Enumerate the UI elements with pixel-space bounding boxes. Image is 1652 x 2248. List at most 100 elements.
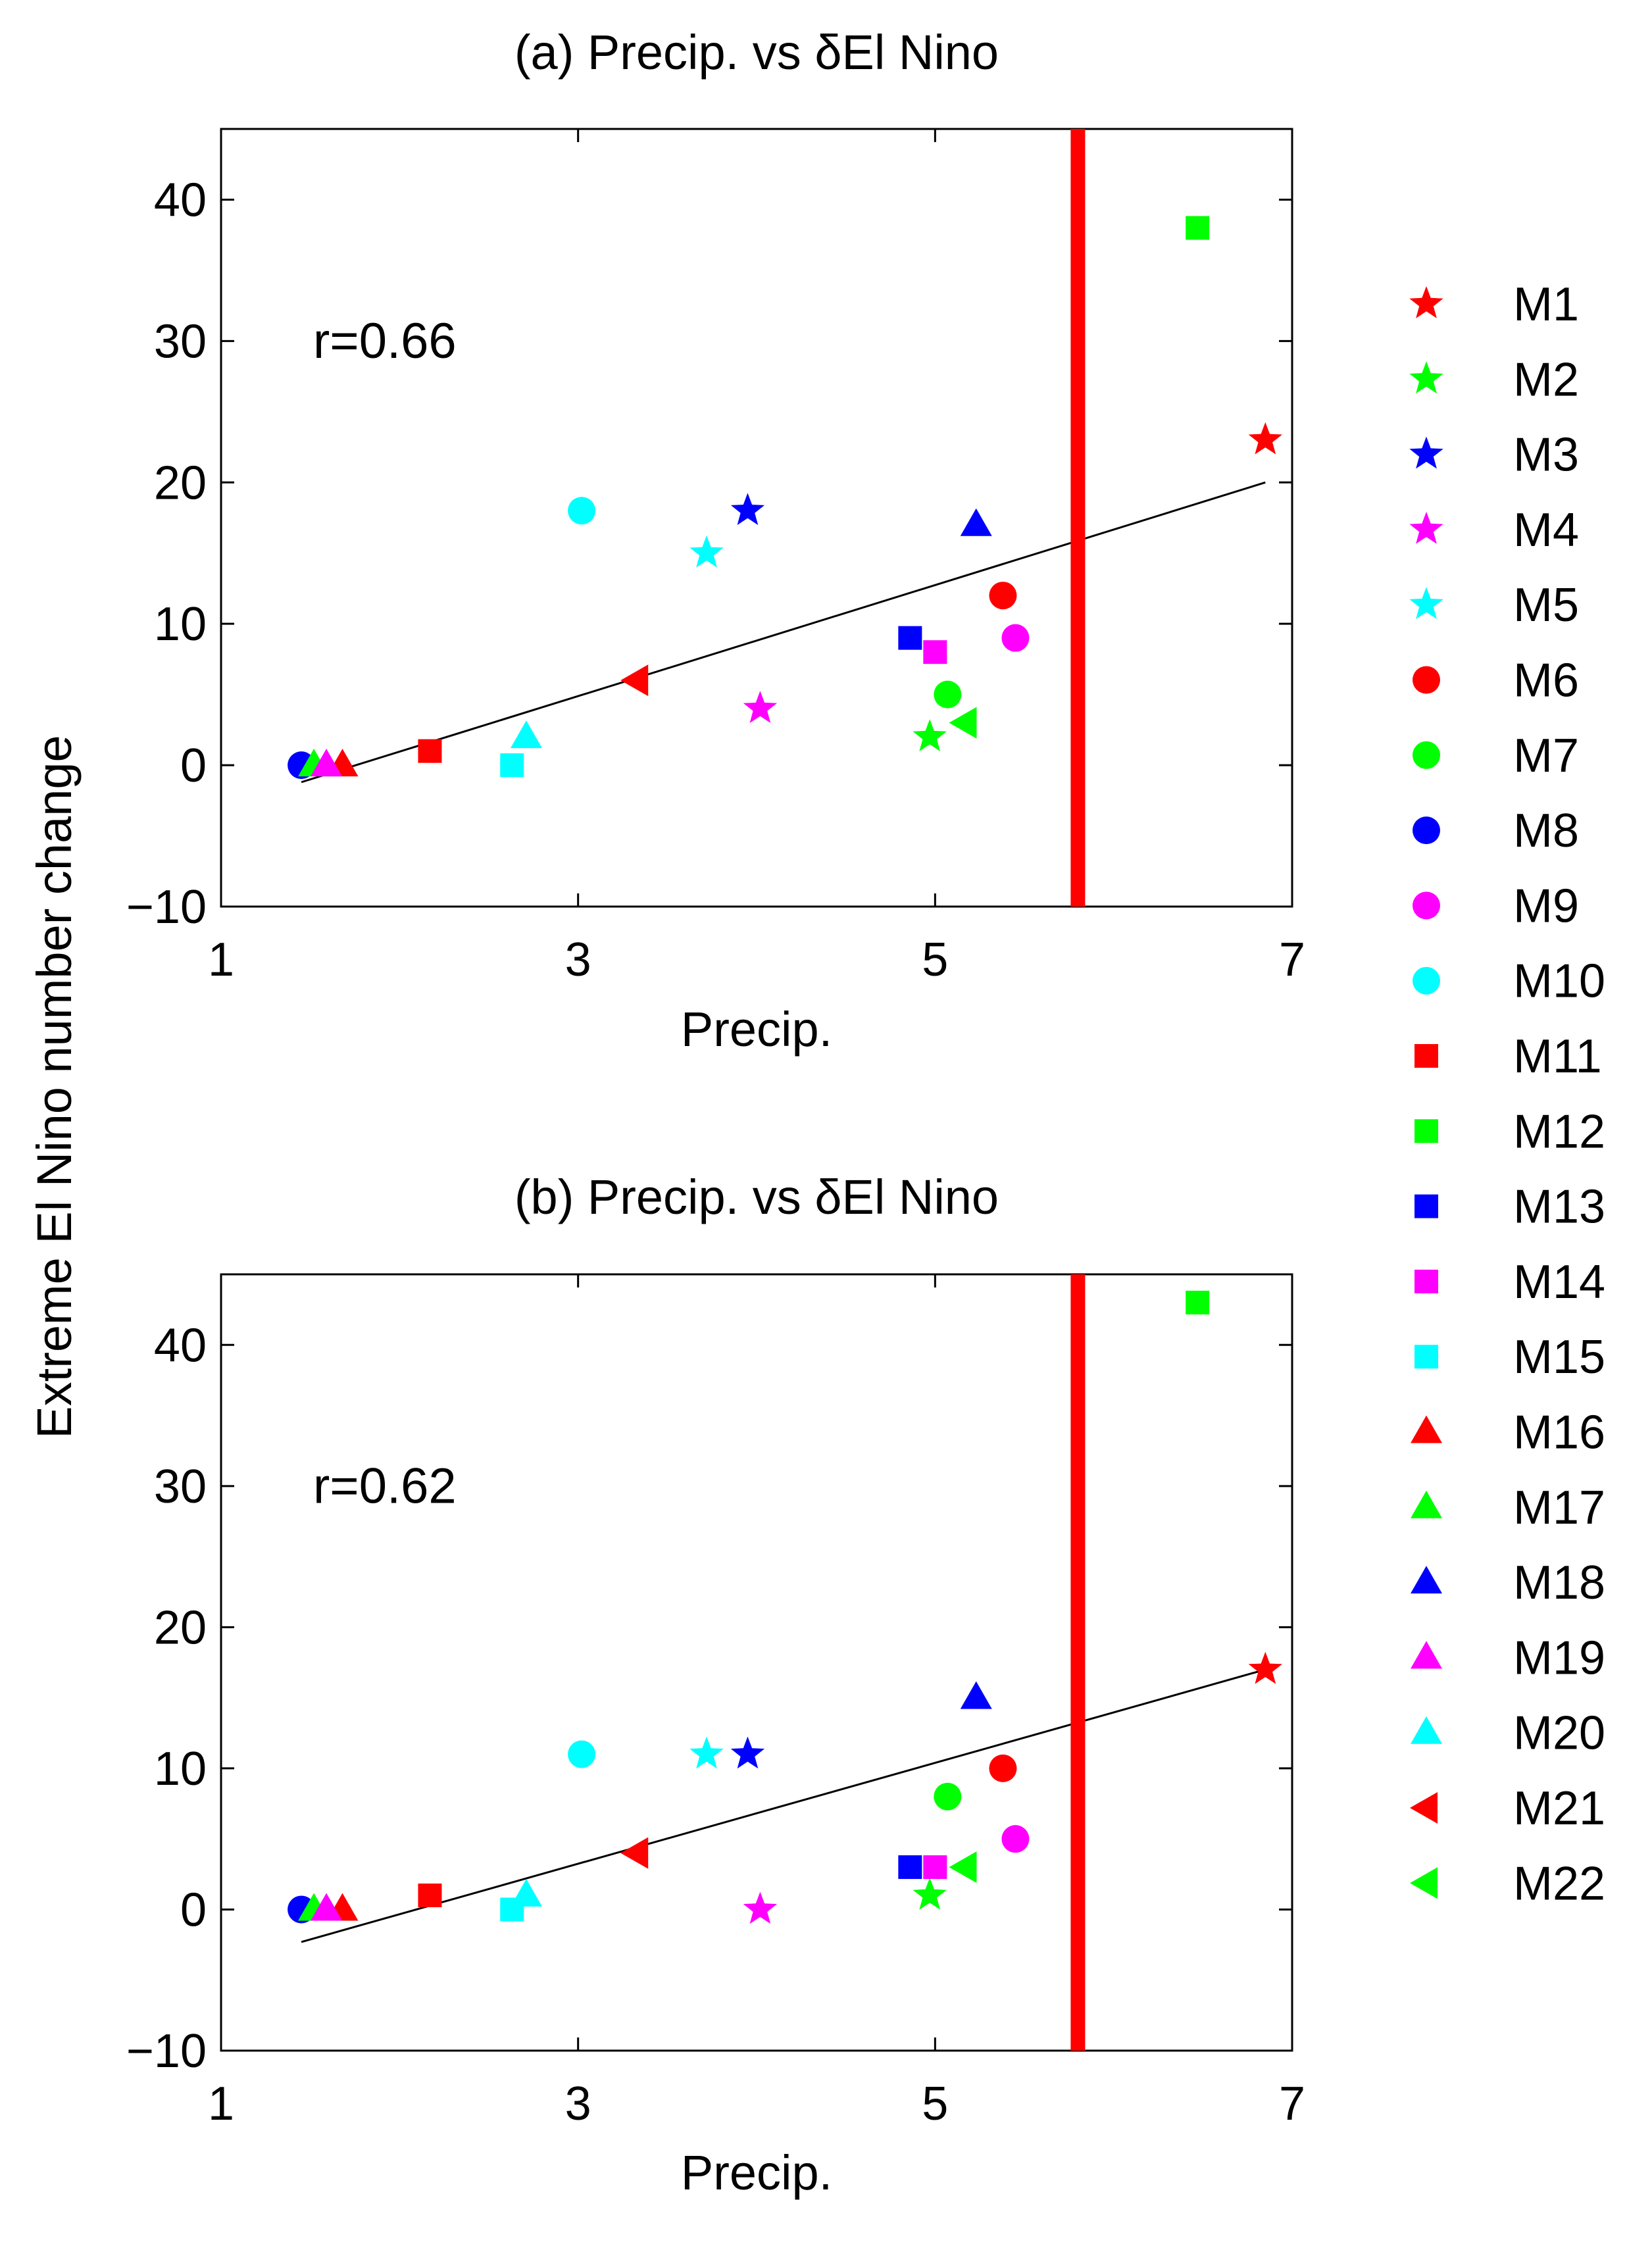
x-axis-label: Precip. [681, 1002, 832, 1057]
legend-marker-triangle-up [1411, 1641, 1442, 1669]
x-tick-label: 3 [565, 934, 591, 986]
point-m13 [898, 626, 922, 650]
point-m7 [934, 680, 962, 709]
legend-label: M16 [1513, 1407, 1605, 1459]
point-m22 [949, 707, 977, 739]
point-m11 [418, 1884, 442, 1907]
point-m22 [949, 1851, 977, 1884]
y-tick-label: 10 [154, 1743, 207, 1795]
point-m5 [689, 1736, 724, 1769]
legend-item-m3: M3 [1409, 429, 1579, 482]
point-m10 [568, 497, 596, 525]
point-m13 [898, 1855, 922, 1880]
y-tick-label: 40 [154, 1319, 207, 1372]
point-m2 [913, 719, 947, 751]
point-m20 [510, 720, 542, 749]
point-m19 [311, 1893, 343, 1921]
legend-label: M8 [1513, 805, 1579, 857]
legend-label: M21 [1513, 1782, 1605, 1835]
x-tick-label: 1 [208, 934, 234, 986]
legend-label: M4 [1513, 504, 1579, 557]
x-tick-label: 3 [565, 2078, 591, 2130]
y-tick-label: 0 [180, 1884, 207, 1936]
correlation-annotation: r=0.66 [313, 313, 457, 369]
point-m7 [934, 1782, 962, 1811]
legend-label: M12 [1513, 1105, 1605, 1158]
legend-label: M19 [1513, 1632, 1605, 1684]
legend-label: M14 [1513, 1256, 1605, 1309]
legend-label: M5 [1513, 579, 1579, 632]
correlation-annotation: r=0.62 [313, 1459, 457, 1514]
point-m1 [1248, 422, 1282, 455]
point-m18 [960, 1681, 992, 1709]
legend-label: M9 [1513, 880, 1579, 932]
legend-item-m9: M9 [1413, 880, 1579, 932]
y-tick-label: −10 [126, 2025, 207, 2078]
legend-marker-square [1414, 1044, 1438, 1068]
point-m5 [689, 535, 724, 568]
legend-item-m14: M14 [1414, 1256, 1605, 1309]
y-tick-label: 30 [154, 315, 207, 368]
point-m18 [960, 508, 992, 536]
legend-item-m18: M18 [1411, 1557, 1605, 1609]
point-m3 [730, 493, 765, 526]
legend-label: M3 [1513, 429, 1579, 482]
legend: M1 M2 M3 M4 M5 M6 M7 M8 M9 M10 M11 M12 M13 M14 M15 M16 M… [1409, 278, 1605, 1910]
legend-item-m15: M15 [1414, 1331, 1605, 1384]
legend-item-m21: M21 [1410, 1782, 1605, 1835]
legend-marker-circle [1413, 891, 1440, 920]
point-m12 [1186, 1290, 1210, 1314]
legend-item-m16: M16 [1411, 1407, 1605, 1459]
legend-label: M6 [1513, 655, 1579, 707]
y-tick-label: 20 [154, 1601, 207, 1654]
legend-marker-triangle-up [1411, 1490, 1442, 1518]
legend-marker-triangle-up [1411, 1566, 1442, 1594]
x-tick-label: 7 [1279, 2078, 1305, 2130]
point-m12 [1186, 216, 1210, 240]
legend-item-m2: M2 [1409, 353, 1579, 406]
point-m3 [730, 1736, 765, 1769]
legend-marker-circle [1413, 666, 1440, 694]
legend-item-m13: M13 [1414, 1181, 1605, 1234]
legend-label: M13 [1513, 1181, 1605, 1234]
legend-item-m10: M10 [1413, 955, 1605, 1008]
point-m20 [510, 1879, 542, 1907]
legend-marker-triangle-left [1410, 1867, 1438, 1899]
legend-marker-star [1409, 587, 1443, 619]
y-tick-label: 20 [154, 457, 207, 509]
point-m9 [1001, 624, 1030, 652]
point-m2 [913, 1878, 947, 1910]
point-m10 [568, 1740, 596, 1768]
legend-marker-circle [1413, 741, 1440, 769]
legend-item-m22: M22 [1410, 1857, 1605, 1910]
chart-title: (b) Precip. vs δEl Nino [514, 1170, 999, 1224]
chart-title: (a) Precip. vs δEl Nino [514, 25, 999, 80]
legend-marker-circle [1413, 966, 1440, 995]
point-m4 [743, 1891, 778, 1924]
legend-label: M15 [1513, 1331, 1605, 1384]
legend-marker-circle [1413, 816, 1440, 845]
legend-item-m12: M12 [1414, 1105, 1605, 1158]
plot-area [220, 128, 1293, 908]
legend-marker-triangle-up [1411, 1716, 1442, 1744]
point-m6 [989, 1754, 1017, 1782]
legend-marker-star [1409, 361, 1443, 394]
x-tick-label: 7 [1279, 934, 1305, 986]
legend-label: M17 [1513, 1482, 1605, 1534]
legend-item-m11: M11 [1414, 1030, 1602, 1083]
point-m9 [1001, 1825, 1030, 1853]
point-m14 [923, 640, 947, 664]
point-m21 [620, 664, 649, 697]
point-m21 [620, 1837, 649, 1869]
legend-item-m19: M19 [1411, 1632, 1605, 1684]
legend-marker-star [1409, 436, 1443, 469]
legend-marker-square [1414, 1119, 1438, 1143]
point-m14 [923, 1855, 947, 1880]
x-tick-label: 5 [922, 2078, 948, 2130]
legend-item-m4: M4 [1409, 504, 1579, 557]
legend-label: M18 [1513, 1557, 1605, 1609]
point-m15 [500, 753, 524, 778]
legend-label: M22 [1513, 1857, 1605, 1910]
scatter-panel-a: (a) Precip. vs δEl Nino 1 3 5 7 −10 0 10 20 30 40 P… [126, 25, 1305, 1057]
